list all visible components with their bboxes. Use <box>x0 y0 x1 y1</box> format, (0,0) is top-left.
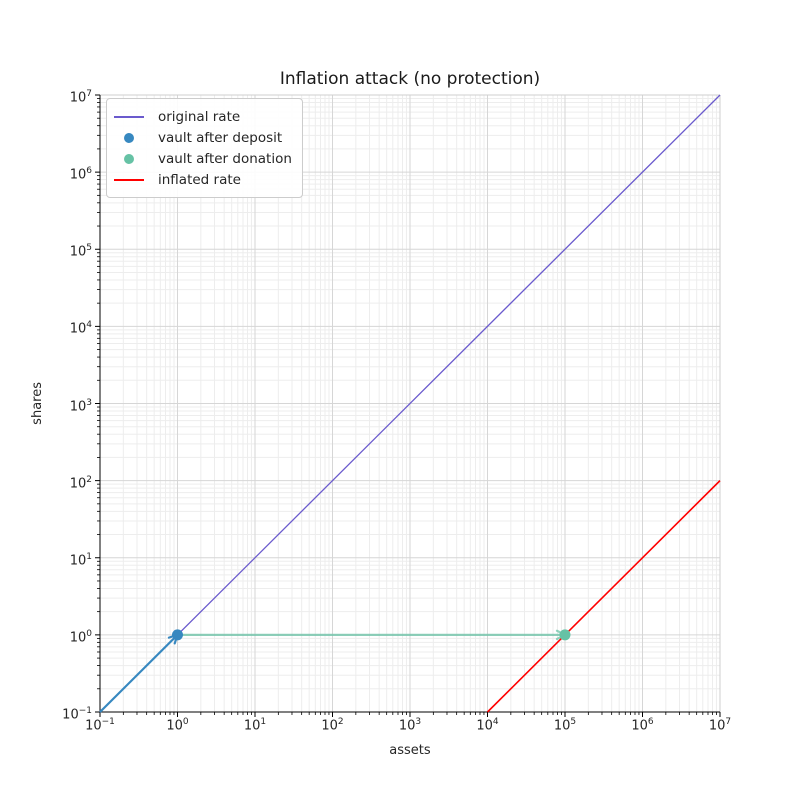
chart-title: Inflation attack (no protection) <box>279 69 541 89</box>
series-original-rate <box>99 94 721 713</box>
legend: original rate vault after deposit vault … <box>106 98 303 198</box>
legend-label: vault after donation <box>158 150 292 167</box>
legend-label: inflated rate <box>158 171 241 188</box>
y-tick-label: 105 <box>69 243 92 260</box>
x-tick-label: 104 <box>476 717 499 734</box>
legend-item-vault-after-deposit: vault after deposit <box>114 127 292 148</box>
legend-item-original-rate: original rate <box>114 106 292 127</box>
data-point-vault-after-deposit <box>172 629 183 641</box>
legend-item-vault-after-donation: vault after donation <box>114 148 292 169</box>
x-tick-label: 106 <box>631 717 654 734</box>
x-tick-label: 100 <box>166 717 189 734</box>
x-tick-label: 102 <box>321 717 344 734</box>
series-inflated-rate <box>486 480 721 713</box>
vault-after-donation-dot-swatch <box>114 153 144 164</box>
legend-item-inflated-rate: inflated rate <box>114 169 292 190</box>
legend-label: vault after deposit <box>158 129 283 146</box>
y-tick-label: 106 <box>69 166 92 183</box>
y-axis-label-wrap: shares <box>30 95 45 712</box>
x-tick-label: 103 <box>398 717 422 734</box>
x-axis-label: assets <box>389 743 431 758</box>
inflated-rate-line-swatch <box>114 178 144 181</box>
y-tick-label: 101 <box>69 551 92 569</box>
y-tick-label: 10−1 <box>62 706 92 723</box>
data-point-vault-after-donation <box>559 629 571 641</box>
vault-after-deposit-dot-swatch <box>114 132 144 143</box>
x-tick-label: 105 <box>553 717 577 734</box>
y-tick-label: 107 <box>69 89 92 106</box>
y-tick-label: 100 <box>69 628 92 646</box>
y-tick-label: 102 <box>69 474 92 491</box>
y-tick-label: 104 <box>69 320 92 337</box>
original-rate-line-swatch <box>114 115 144 118</box>
y-tick-label: 103 <box>69 397 92 414</box>
x-tick-label: 101 <box>243 717 267 734</box>
x-tick-label: 10−1 <box>85 717 115 734</box>
legend-label: original rate <box>158 108 241 125</box>
y-axis-label: shares <box>30 382 45 425</box>
x-tick-label: 107 <box>708 717 732 734</box>
series-deposit-arrow <box>99 634 179 713</box>
